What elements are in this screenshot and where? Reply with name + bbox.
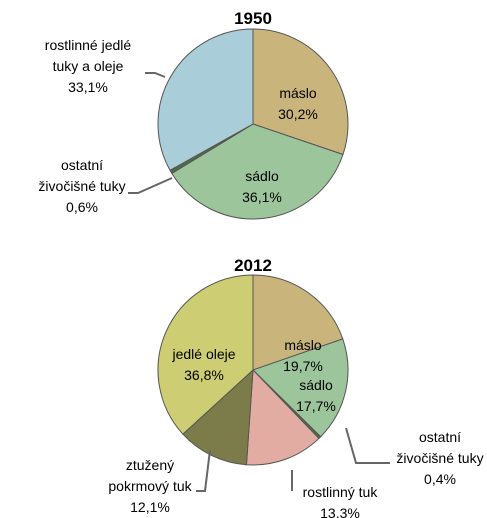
pie-slice xyxy=(245,368,320,466)
leader-line xyxy=(345,427,390,464)
pie-slice xyxy=(182,368,254,466)
pie-slice xyxy=(157,274,254,435)
slice-label: ztužený pokrmový tuk xyxy=(108,457,192,494)
value-label: 30,2% xyxy=(278,106,318,122)
slice-label: rostlinný tuk xyxy=(303,484,379,500)
value-label: 36,1% xyxy=(242,189,282,205)
pie-slice xyxy=(252,338,349,438)
value-label: 13,3% xyxy=(320,505,360,518)
slice-label: máslo xyxy=(279,85,317,101)
chart-title: 1950 xyxy=(234,9,272,28)
pie-slice xyxy=(252,28,349,156)
value-label: 17,7% xyxy=(296,398,336,414)
chart-title: 2012 xyxy=(234,256,272,275)
slice-label: ostatní živočišné tuky xyxy=(396,429,483,466)
value-label: 36,8% xyxy=(184,367,224,383)
pie-slice xyxy=(157,28,254,171)
slice-label: sádlo xyxy=(245,168,279,184)
slice-label: ostatní živočišné tuky xyxy=(38,157,125,194)
value-label: 19,7% xyxy=(283,358,323,374)
value-label: 0,6% xyxy=(66,199,98,215)
value-label: 0,4% xyxy=(424,471,456,487)
slice-label: máslo xyxy=(284,337,322,353)
leader-line xyxy=(128,177,173,194)
leader-line xyxy=(196,449,211,492)
value-label: 12,1% xyxy=(130,499,170,515)
value-label: 33,1% xyxy=(68,79,108,95)
leader-line xyxy=(145,72,166,78)
slice-label: rostlinné jedlé tuky a oleje xyxy=(45,37,132,74)
slice-label: sádlo xyxy=(299,377,333,393)
slice-label: jedlé oleje xyxy=(171,346,235,362)
